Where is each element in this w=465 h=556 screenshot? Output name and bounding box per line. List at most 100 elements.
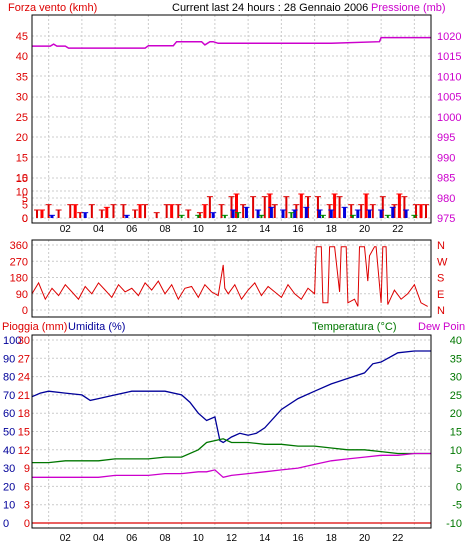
- pressure-line: [32, 36, 431, 49]
- rain-tick-label: 0: [24, 518, 30, 530]
- pressure-tick-label: 990: [437, 152, 455, 164]
- time-tick-label: 08: [159, 533, 171, 544]
- wind-tick-label: 25: [16, 112, 28, 124]
- time-tick-label: 06: [126, 224, 138, 235]
- panel-frame-1: [31, 14, 432, 224]
- time-tick-label: 22: [392, 224, 404, 235]
- wind-tick-label: 15: [16, 173, 28, 185]
- panel-bg-3: [32, 335, 431, 528]
- compass-tick-label: E: [437, 289, 444, 301]
- time-tick-label: 04: [93, 224, 105, 235]
- pressure-tick-label: 975: [437, 213, 455, 225]
- pressure-tick-label: 985: [437, 173, 455, 185]
- rain-tick-label: 6: [24, 481, 30, 493]
- direction-line: [31, 246, 428, 307]
- wind-axis-title: Forza vento (kmh): [8, 2, 97, 14]
- temperature-axis-title: Temperatura (°C): [312, 321, 396, 333]
- time-tick-label: 02: [60, 224, 72, 235]
- wind-tick-label: 10: [16, 173, 28, 185]
- temperature-tick-label: 35: [450, 353, 462, 365]
- time-tick-label: 20: [359, 224, 371, 235]
- humidity-tick-label: 80: [3, 372, 15, 384]
- wind-tick-label: 0: [22, 213, 28, 225]
- pressure-tick-label: 1000: [437, 112, 461, 124]
- compass-tick-label: S: [437, 273, 444, 285]
- panel-bg-2: [32, 240, 431, 317]
- time-tick-label: 14: [259, 224, 271, 235]
- pressure-tick-label: 1010: [437, 71, 461, 83]
- wind-tick-label: 30: [16, 92, 28, 104]
- time-tick-label: 04: [93, 533, 105, 544]
- humidity-tick-label: 10: [3, 500, 15, 512]
- time-tick-label: 08: [159, 224, 171, 235]
- temperature-tick-label: 15: [450, 427, 462, 439]
- panel-bg-1: [32, 15, 431, 223]
- humidity-tick-label: 20: [3, 481, 15, 493]
- time-tick-label: 10: [193, 224, 205, 235]
- rain-tick-label: 27: [18, 353, 30, 365]
- temperature-tick-label: 5: [456, 463, 462, 475]
- temperature-tick-label: 10: [450, 445, 462, 457]
- pressure-tick-label: 980: [437, 193, 455, 205]
- wind-tick-label: 40: [16, 51, 28, 63]
- wind-tick-label: 15: [16, 152, 28, 164]
- humidity-tick-label: 0: [3, 518, 9, 530]
- time-tick-label: 06: [126, 533, 138, 544]
- direction-tick-label: 0: [22, 305, 28, 317]
- humidity-tick-label: 50: [3, 427, 15, 439]
- pressure-tick-label: 995: [437, 132, 455, 144]
- rain-tick-label: 3: [24, 500, 30, 512]
- pressure-tick-label: 1005: [437, 92, 461, 104]
- time-tick-label: 20: [359, 533, 371, 544]
- temperature-line: [32, 438, 431, 464]
- rain-tick-label: 21: [18, 390, 30, 402]
- time-tick-label: 22: [392, 533, 404, 544]
- humidity-axis-title: Umidita (%): [68, 321, 125, 333]
- dewpoint-axis-title: Dew Point: [418, 321, 465, 333]
- direction-tick-label: 90: [16, 289, 28, 301]
- wind-tick-label: 0: [22, 213, 28, 225]
- temperature-tick-label: 40: [450, 335, 462, 347]
- temperature-tick-label: 0: [456, 481, 462, 493]
- time-tick-label: 14: [259, 533, 271, 544]
- rain-tick-label: 15: [18, 427, 30, 439]
- pressure-axis-title: Pressione (mb): [371, 2, 446, 14]
- time-tick-label: 16: [292, 224, 304, 235]
- wind-tick-label: 10: [16, 186, 28, 198]
- rain-tick-label: 24: [18, 372, 30, 384]
- humidity-tick-label: 40: [3, 445, 15, 457]
- humidity-tick-label: 30: [3, 463, 15, 475]
- wind-tick-label: 35: [16, 71, 28, 83]
- rain-tick-label: 12: [18, 445, 30, 457]
- time-tick-label: 02: [60, 533, 72, 544]
- temperature-tick-label: 30: [450, 372, 462, 384]
- humidity-line: [31, 350, 431, 444]
- time-tick-label: 10: [193, 533, 205, 544]
- direction-tick-label: 360: [10, 240, 28, 252]
- direction-tick-label: 270: [10, 256, 28, 268]
- humidity-tick-label: 90: [3, 353, 15, 365]
- pressure-tick-label: 1015: [437, 51, 461, 63]
- time-tick-label: 12: [226, 533, 238, 544]
- rain-tick-label: 18: [18, 408, 30, 420]
- temperature-tick-label: 25: [450, 390, 462, 402]
- dewpoint-line: [32, 452, 431, 479]
- rain-axis-title: Pioggia (mm): [2, 321, 67, 333]
- time-tick-label: 16: [292, 533, 304, 544]
- wind-tick-label: 45: [16, 31, 28, 43]
- time-tick-label: 18: [326, 224, 338, 235]
- compass-tick-label: N: [437, 240, 445, 252]
- wind-tick-label: 5: [22, 193, 28, 205]
- compass-tick-label: N: [437, 305, 445, 317]
- direction-tick-label: 180: [10, 273, 28, 285]
- wind-tick-label: 20: [16, 132, 28, 144]
- humidity-tick-label: 70: [3, 390, 15, 402]
- humidity-tick-label: 60: [3, 408, 15, 420]
- chart-title: Current last 24 hours : 28 Gennaio 2006: [172, 2, 368, 14]
- pressure-tick-label: 1020: [437, 31, 461, 43]
- time-tick-label: 18: [326, 533, 338, 544]
- wind-tick-label: 5: [22, 200, 28, 212]
- panel-frame-3: [31, 334, 432, 529]
